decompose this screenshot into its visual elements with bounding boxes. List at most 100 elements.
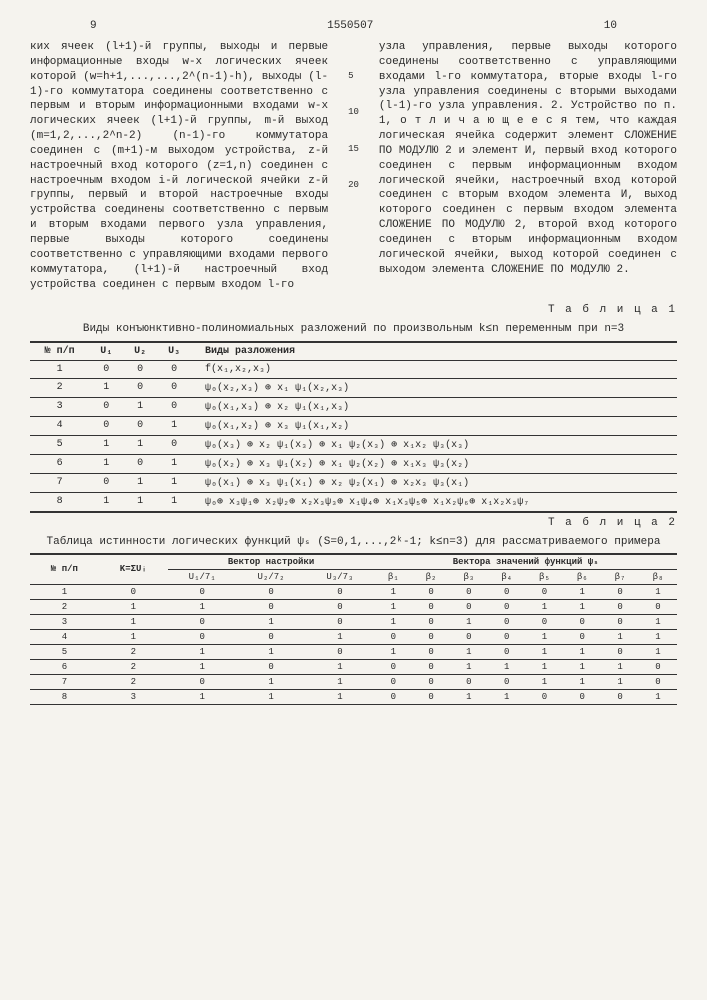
table-row: 8111ψ₀⊕ x₃ψ₁⊕ x₂ψ₂⊕ x₂x₃ψ₃⊕ x₁ψ₄⊕ x₁x₃ψ₅… [30, 492, 677, 512]
td: 0 [306, 584, 375, 599]
td: 2 [30, 599, 99, 614]
td: 0 [89, 473, 123, 492]
td: 5 [30, 644, 99, 659]
td: 0 [488, 599, 526, 614]
td: 3 [30, 397, 89, 416]
doc-number: 1550507 [327, 20, 373, 32]
table-row: 7011ψ₀(x₁) ⊕ x₃ ψ₁(x₁) ⊕ x₂ ψ₂(x₁) ⊕ x₂x… [30, 473, 677, 492]
td: 1 [563, 599, 601, 614]
td: 4 [30, 629, 99, 644]
td: 1 [563, 659, 601, 674]
td: 0 [450, 629, 488, 644]
th: β₇ [601, 569, 639, 584]
td: 1 [30, 584, 99, 599]
td: ψ₀(x₃) ⊕ x₂ ψ₁(x₃) ⊕ x₁ ψ₂(x₃) ⊕ x₁x₂ ψ₃… [191, 435, 677, 454]
td: 0 [237, 584, 306, 599]
td: 0 [237, 659, 306, 674]
td: ψ₀(x₂,x₃) ⊕ x₁ ψ₁(x₂,x₃) [191, 378, 677, 397]
th: U₁/7₁ [168, 569, 237, 584]
td: 0 [488, 584, 526, 599]
td: 0 [168, 584, 237, 599]
table1-header: № п/п U₁ U₂ U₃ Виды разложения [30, 342, 677, 361]
page-header: 9 1550507 10 [30, 20, 677, 32]
td: 1 [99, 599, 168, 614]
td: 1 [488, 659, 526, 674]
td: 1 [526, 644, 564, 659]
td: ψ₀(x₁,x₃) ⊕ x₂ ψ₁(x₁,x₃) [191, 397, 677, 416]
td: 1 [601, 629, 639, 644]
td: 0 [89, 416, 123, 435]
th: β₃ [450, 569, 488, 584]
table2-header1: № п/п K=ΣUᵢ Вектор настройки Вектора зна… [30, 554, 677, 570]
table-row: 4001ψ₀(x₁,x₂) ⊕ x₃ ψ₁(x₁,x₂) [30, 416, 677, 435]
td: 1 [450, 644, 488, 659]
td: 1 [450, 689, 488, 704]
td: 0 [157, 397, 191, 416]
td: 2 [99, 674, 168, 689]
td: 1 [89, 492, 123, 512]
td: 8 [30, 689, 99, 704]
td: 1 [123, 435, 157, 454]
td: 0 [639, 674, 677, 689]
td: 0 [157, 378, 191, 397]
td: 0 [412, 629, 450, 644]
td: 0 [89, 397, 123, 416]
table-row: 1000010000101 [30, 584, 677, 599]
td: 1 [168, 689, 237, 704]
td: 0 [412, 614, 450, 629]
left-column: ких ячеек (l+1)-й группы, выходы и первы… [30, 40, 328, 292]
td: 1 [237, 644, 306, 659]
ln: 10 [348, 106, 359, 118]
td: 0 [563, 629, 601, 644]
td: 0 [306, 614, 375, 629]
td: 0 [488, 674, 526, 689]
table-row: 5211010101101 [30, 644, 677, 659]
table2-caption: Таблица истинности логических функций ψₛ… [30, 535, 677, 549]
td: 0 [563, 614, 601, 629]
td: 0 [412, 689, 450, 704]
td: 1 [374, 599, 412, 614]
page-right: 10 [604, 20, 617, 32]
td: 0 [601, 644, 639, 659]
table1: № п/п U₁ U₂ U₃ Виды разложения 1000f(x₁,… [30, 341, 677, 513]
td: 0 [601, 689, 639, 704]
ln: 15 [348, 143, 359, 155]
td: 0 [601, 599, 639, 614]
table2-label: Т а б л и ц а 2 [30, 517, 677, 529]
ln: 20 [348, 179, 359, 191]
td: 1 [157, 416, 191, 435]
th: № п/п [30, 342, 89, 361]
td: 0 [412, 644, 450, 659]
td: 0 [488, 644, 526, 659]
td: 1 [237, 689, 306, 704]
ln: 5 [348, 70, 359, 82]
td: 1 [563, 674, 601, 689]
td: 1 [157, 454, 191, 473]
td: 6 [30, 454, 89, 473]
td: 1 [374, 614, 412, 629]
td: 1 [237, 674, 306, 689]
table2: № п/п K=ΣUᵢ Вектор настройки Вектора зна… [30, 553, 677, 705]
td: 7 [30, 674, 99, 689]
td: 1 [99, 629, 168, 644]
td: 2 [99, 659, 168, 674]
td: 0 [450, 674, 488, 689]
th: Вектор настройки [168, 554, 375, 570]
td: 1 [601, 659, 639, 674]
th: β₆ [563, 569, 601, 584]
th: U₂ [123, 342, 157, 361]
th: β₅ [526, 569, 564, 584]
td: 2 [99, 644, 168, 659]
td: 1 [89, 435, 123, 454]
table-row: 2110010001100 [30, 599, 677, 614]
td: 1 [123, 473, 157, 492]
td: 3 [99, 689, 168, 704]
td: 0 [168, 674, 237, 689]
td: 1 [639, 689, 677, 704]
td: 3 [30, 614, 99, 629]
td: f(x₁,x₂,x₃) [191, 360, 677, 378]
table-row: 3010ψ₀(x₁,x₃) ⊕ x₂ ψ₁(x₁,x₃) [30, 397, 677, 416]
th: № п/п [30, 554, 99, 585]
td: 1 [374, 584, 412, 599]
td: 1 [123, 397, 157, 416]
